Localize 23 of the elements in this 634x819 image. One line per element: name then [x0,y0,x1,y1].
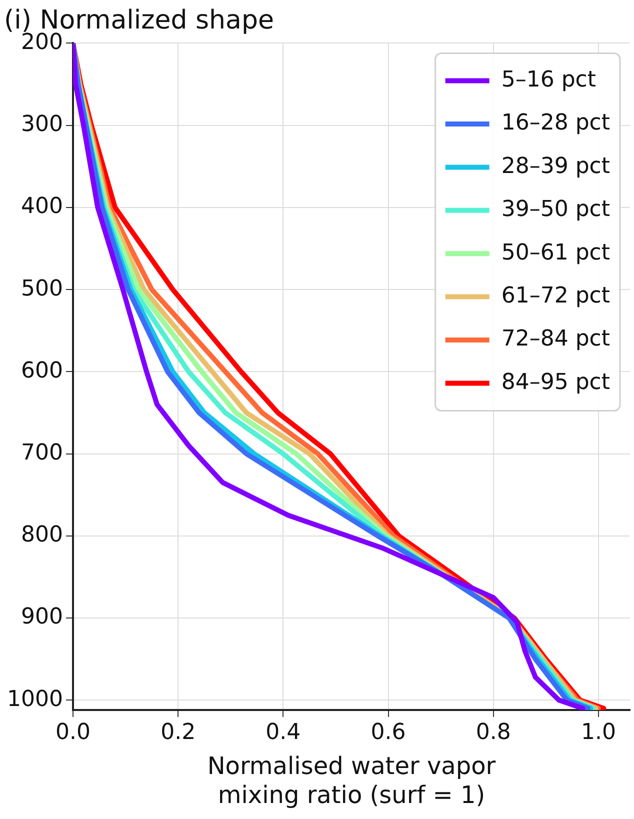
y-tick-label: 300 [20,112,63,138]
legend-label: 50–61 pct [501,240,610,266]
y-tick-label: 1000 [6,686,63,712]
y-tick-label: 900 [20,604,63,630]
legend-label: 61–72 pct [501,284,610,309]
x-tick-label: 0.0 [55,720,90,745]
y-tick-label: 800 [20,522,63,548]
y-tick-label: 500 [20,276,63,302]
x-tick-label: 0.6 [370,720,406,745]
y-tick-label: 700 [20,440,63,466]
y-tick-label: 600 [20,358,63,384]
x-axis-title: Normalised water vapor mixing ratio (surf = 1) [207,752,496,809]
legend-label: 16–28 pct [501,110,610,136]
legend-label: 39–50 pct [501,197,610,222]
x-tick-label: 1.0 [580,720,616,745]
legend-label: 5–16 pct [501,68,596,93]
x-tick-label: 0.8 [476,720,511,745]
legend-label: 84–95 pct [501,370,610,395]
legend-label: 28–39 pct [501,154,610,179]
x-tick-label: 0.2 [160,720,196,745]
legend-label: 72–84 pct [501,326,610,352]
x-tick-label: 0.4 [266,720,301,745]
y-tick-label: 400 [20,194,63,220]
